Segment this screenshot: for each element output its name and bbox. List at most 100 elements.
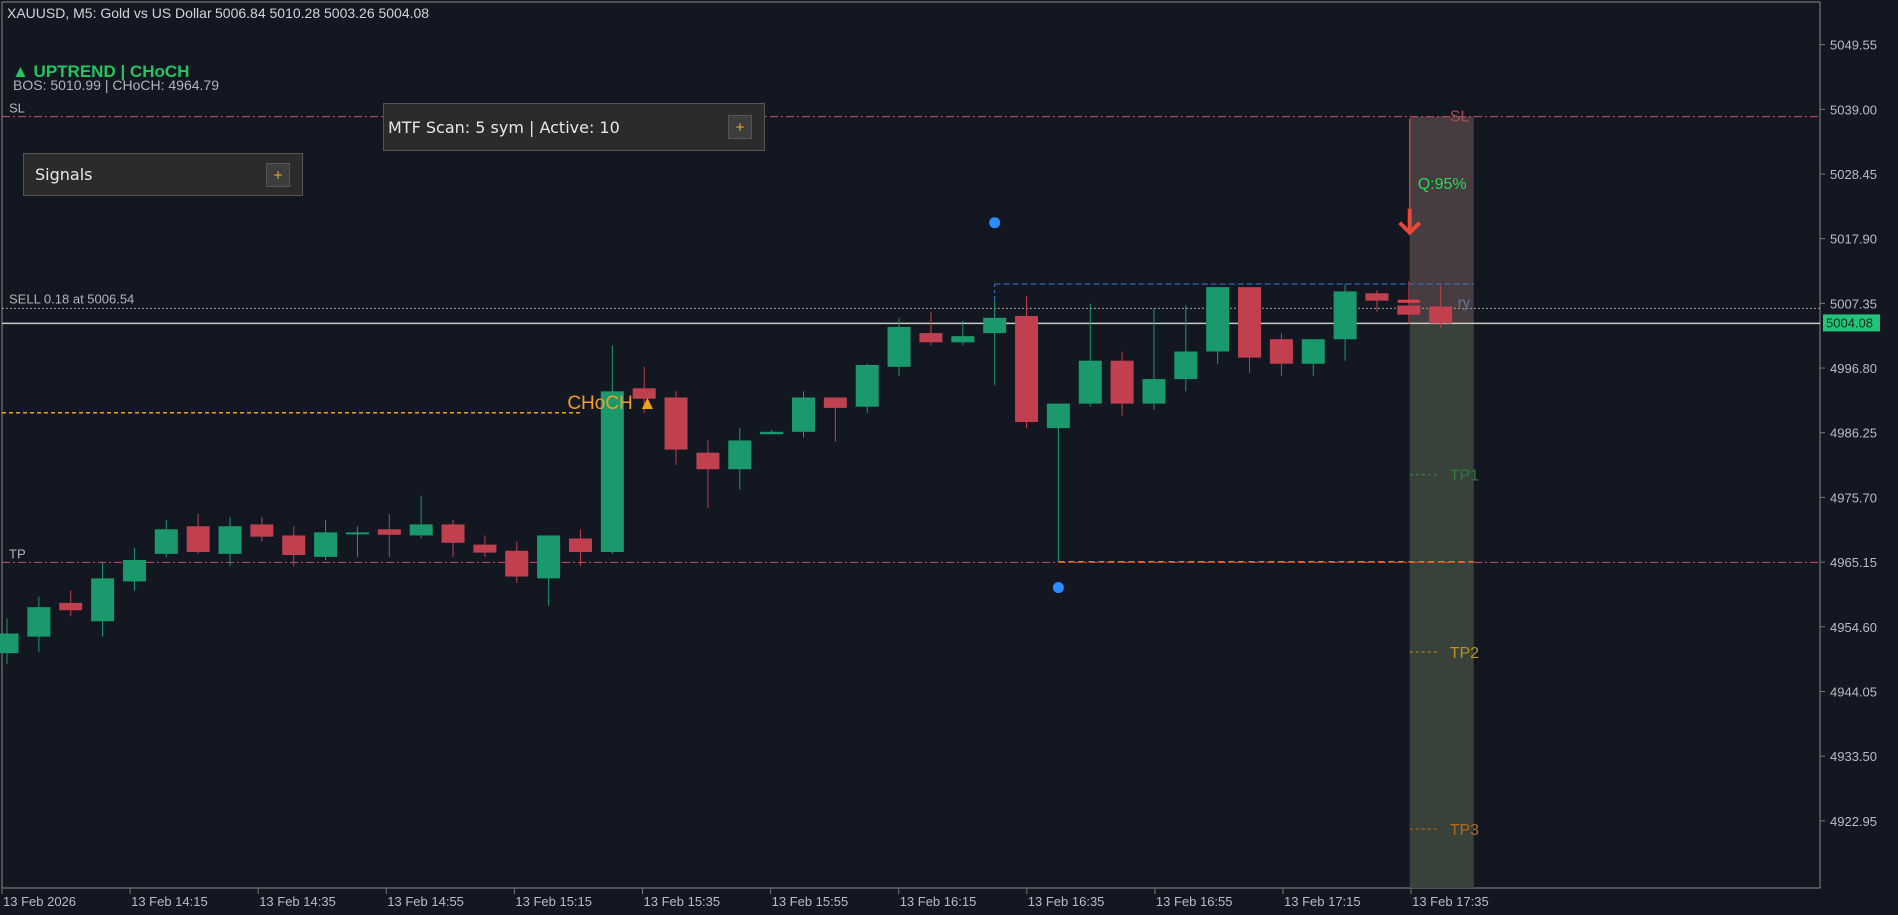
candle-body xyxy=(154,529,178,554)
mtf-scan-panel[interactable]: MTF Scan: 5 sym | Active: 10 + xyxy=(383,103,765,151)
candles-group xyxy=(0,280,1453,665)
candle-body xyxy=(1301,339,1325,364)
price-tick-label: 5028.45 xyxy=(1830,167,1877,182)
price-tick-label: 4975.70 xyxy=(1830,490,1877,505)
choch-marker-label: CHoCH ▲ xyxy=(567,393,657,414)
candle-body xyxy=(409,524,433,536)
price-tick-label: 4965.15 xyxy=(1830,555,1877,570)
sell-order-label: SELL 0.18 at 5006.54 xyxy=(9,291,134,306)
candle-body xyxy=(1429,306,1453,324)
candle-body xyxy=(91,578,115,622)
entry-label: ry xyxy=(1458,294,1471,311)
mtf-expand-button[interactable]: + xyxy=(728,115,752,139)
swing-low-dot xyxy=(1052,582,1064,594)
candle-body xyxy=(1206,287,1230,352)
time-tick-label: 13 Feb 16:15 xyxy=(900,894,977,909)
time-tick-label: 13 Feb 17:35 xyxy=(1412,894,1489,909)
sl-zone xyxy=(1409,116,1474,324)
tp-left-label: TP xyxy=(9,546,26,561)
time-tick-label: 13 Feb 16:35 xyxy=(1028,894,1105,909)
symbol-title: XAUUSD, M5: Gold vs US Dollar xyxy=(7,5,212,21)
price-tick-label: 4954.60 xyxy=(1830,620,1877,635)
time-tick-label: 13 Feb 15:55 xyxy=(772,894,849,909)
bos-choch-levels: BOS: 5010.99 | CHoCH: 4964.79 xyxy=(13,77,219,93)
candle-body xyxy=(1015,315,1039,423)
candle-body xyxy=(1365,293,1389,301)
candle-body xyxy=(887,326,911,367)
candle-body xyxy=(1174,351,1198,380)
plot-frame xyxy=(1,1,1821,889)
time-tick-label: 13 Feb 15:15 xyxy=(515,894,592,909)
candle-body xyxy=(792,397,815,432)
candle-body xyxy=(1238,287,1262,358)
candle-body xyxy=(1397,305,1421,315)
tp2-label: TP2 xyxy=(1450,645,1479,662)
candle-body xyxy=(345,532,369,535)
price-tick-label: 4944.05 xyxy=(1830,684,1877,699)
mtf-scan-label: MTF Scan: 5 sym | Active: 10 xyxy=(388,117,620,137)
candle-body xyxy=(823,397,847,408)
sl-left-label: SL xyxy=(9,101,25,116)
tp-zone xyxy=(1409,323,1474,888)
tp1-label: TP1 xyxy=(1450,468,1479,485)
signals-label: Signals xyxy=(35,165,93,184)
time-tick-label: 13 Feb 16:55 xyxy=(1156,894,1233,909)
quality-label: Q:95% xyxy=(1418,176,1467,193)
signals-panel[interactable]: Signals + xyxy=(23,153,303,196)
candle-body xyxy=(1110,360,1134,404)
candle-body xyxy=(314,532,338,557)
candle-body xyxy=(250,524,274,537)
signals-expand-button[interactable]: + xyxy=(266,162,290,187)
candle-body xyxy=(186,526,210,552)
time-tick-label: 13 Feb 15:35 xyxy=(644,894,721,909)
candle-body xyxy=(282,535,306,556)
price-tick-label: 4996.80 xyxy=(1830,361,1877,376)
time-tick-label: 13 Feb 17:15 xyxy=(1284,894,1361,909)
candle-body xyxy=(728,440,752,470)
time-tick-label: 13 Feb 2026 xyxy=(3,894,76,909)
candle-body xyxy=(855,364,879,407)
candle-body xyxy=(983,317,1007,334)
candle-body xyxy=(122,559,146,582)
price-axis[interactable]: 5049.55 5039.00 5028.45 5017.90 5007.35 4996.… xyxy=(1820,38,1877,829)
current-price-value: 5004.08 xyxy=(1826,315,1873,330)
price-tick-label: 5049.55 xyxy=(1830,38,1877,53)
candle-body xyxy=(1078,360,1102,404)
candle-body xyxy=(473,544,497,553)
candle-body xyxy=(632,388,656,399)
price-tick-label: 5017.90 xyxy=(1830,232,1877,247)
current-price-tag: 5004.08 xyxy=(1823,314,1880,332)
time-tick-label: 13 Feb 14:55 xyxy=(387,894,464,909)
candle-body xyxy=(505,550,529,577)
candle-body xyxy=(1333,291,1357,340)
ohlc-values: 5006.84 5010.28 5003.26 5004.08 xyxy=(215,5,429,21)
candle-body xyxy=(919,333,943,343)
sl-zone-label: SL xyxy=(1450,109,1470,126)
candle-body xyxy=(27,607,51,637)
time-tick-label: 13 Feb 14:35 xyxy=(259,894,336,909)
candle-body xyxy=(951,336,975,343)
swing-high-dot xyxy=(989,217,1001,229)
candle-body xyxy=(0,633,19,654)
price-tick-label: 4986.25 xyxy=(1830,426,1877,441)
candle-body xyxy=(59,602,83,611)
candle-body xyxy=(1046,403,1070,429)
candle-body xyxy=(537,535,561,579)
price-tick-label: 4933.50 xyxy=(1830,749,1877,764)
trend-status: ▲ UPTREND | CHoCH xyxy=(12,62,189,81)
candle-body xyxy=(568,538,592,552)
tp3-label: TP3 xyxy=(1450,822,1479,839)
price-tick-label: 4922.95 xyxy=(1830,814,1877,829)
candle-body xyxy=(1269,339,1293,364)
candle-body xyxy=(377,529,401,535)
candle-body xyxy=(600,391,624,552)
candle-body xyxy=(218,526,242,554)
candle-body xyxy=(664,397,688,450)
candle-body xyxy=(1142,379,1166,404)
candle-body xyxy=(441,524,465,543)
candle-body xyxy=(696,452,720,470)
time-axis[interactable]: 13 Feb 2026 13 Feb 14:15 13 Feb 14:35 13 Fe… xyxy=(1,888,1489,909)
time-tick-label: 13 Feb 14:15 xyxy=(131,894,208,909)
